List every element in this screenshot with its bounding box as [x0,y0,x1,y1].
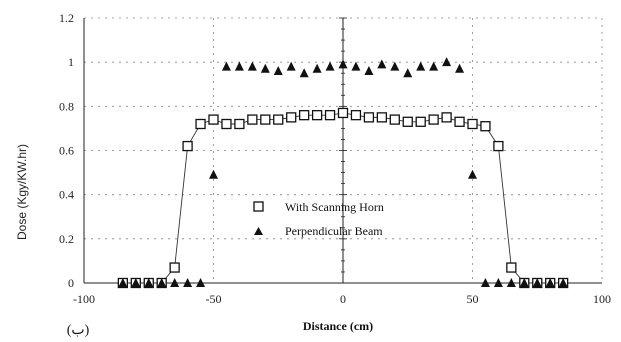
data-point-triangle [558,278,568,287]
data-point-triangle [183,278,193,287]
data-point-square [441,112,452,123]
data-point-triangle [260,63,270,73]
tick-labels: 0 0.2 0.4 0.6 0.8 1 1.2 -100 -50 0 50 100 [59,11,611,306]
x-tick-label: 50 [467,292,479,306]
data-point-square [260,114,271,125]
data-point-square [454,116,465,127]
y-tick-label: 0.4 [59,188,74,202]
data-point-triangle [299,68,309,78]
data-point-triangle [144,278,154,287]
data-point-triangle [416,61,426,71]
y-tick-label: 1 [68,55,74,69]
x-tick-label: -50 [206,292,222,306]
legend-square-icon [253,201,264,212]
data-point-square [350,110,362,121]
data-point-triangle [196,278,206,287]
data-point-triangle [532,278,542,287]
data-point-triangle [247,61,257,71]
x-tick-label: -100 [73,292,95,306]
data-point-triangle [131,278,141,287]
data-point-square [169,262,180,273]
data-point-triangle [157,278,167,287]
data-point-triangle [429,61,439,71]
y-tick-label: 0.2 [59,232,74,246]
data-point-square [428,114,439,125]
data-point-square [363,112,375,123]
data-point-triangle [286,61,296,71]
data-point-square [337,107,349,119]
data-point-square [273,114,284,125]
legend-label-perpendicular-beam: Perpendicular Beam [285,224,383,238]
data-point-triangle [170,278,180,287]
data-point-triangle [234,61,244,71]
data-point-triangle [118,278,128,287]
data-point-square [247,114,258,125]
data-point-square [467,118,478,130]
data-point-triangle [364,66,374,75]
x-tick-label: 0 [340,292,346,306]
data-point-triangle [480,278,490,287]
panel-label: (ب) [67,323,90,338]
data-point-square [389,114,400,125]
y-tick-label: 0 [68,276,74,290]
data-point-triangle [493,278,503,287]
y-tick-label: 0.8 [59,99,74,113]
data-point-triangle [390,61,400,71]
legend-label-scanning-horn: With Scanning Horn [285,200,384,214]
series-perpendicular-beam [118,57,568,287]
data-point-square [234,118,245,130]
legend-triangle-icon [254,227,263,235]
data-point-triangle [209,169,218,179]
legend: With Scanning Horn Perpendicular Beam [253,200,384,238]
data-point-triangle [351,61,361,71]
y-tick-label: 1.2 [59,11,74,25]
data-point-square [286,112,297,123]
series-scanning-horn [117,107,569,289]
data-point-square [195,118,206,130]
data-point-triangle [545,278,555,287]
data-point-triangle [455,63,465,73]
data-point-triangle [377,59,387,69]
data-point-triangle [273,66,283,75]
data-point-square [182,140,193,152]
x-axis-label: Distance (cm) [303,319,373,333]
data-point-triangle [442,57,452,67]
data-point-square [376,112,388,123]
data-point-square [415,116,426,127]
data-point-triangle [312,63,322,73]
data-point-square [506,262,517,273]
data-point-triangle [221,61,231,71]
data-point-triangle [519,278,529,287]
data-point-square [311,110,323,121]
x-tick-label: 100 [593,292,611,306]
data-point-square [493,140,504,152]
data-series [117,57,569,289]
data-point-triangle [325,61,335,71]
data-point-square [208,114,219,125]
data-point-square [480,121,491,132]
data-point-square [298,110,310,121]
data-point-square [324,110,336,121]
data-point-square [402,116,413,127]
y-axis-label: Dose (Kgy/KW.hr) [15,144,29,240]
data-point-triangle [468,169,477,179]
data-point-triangle [403,68,413,78]
y-tick-label: 0.6 [59,144,74,158]
data-point-triangle [338,59,348,69]
data-point-triangle [506,278,516,287]
data-point-square [221,118,232,130]
